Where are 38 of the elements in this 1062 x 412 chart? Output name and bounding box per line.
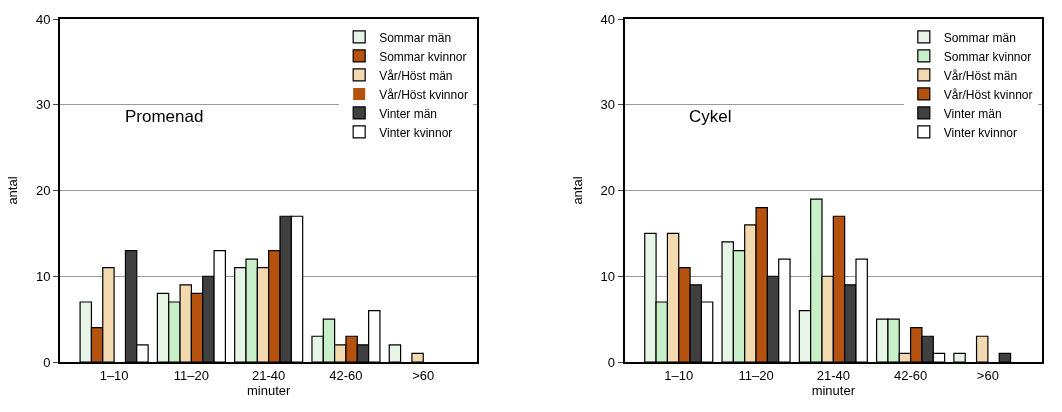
text: Cykel (689, 107, 732, 126)
legend-label: Vår/Höst män (943, 68, 1018, 83)
x-axis-title: minuter (247, 382, 292, 398)
y-tick-label: 40 (600, 11, 616, 27)
y-tick-label: 20 (35, 183, 51, 199)
text: Promenad (125, 107, 204, 126)
x-axis-title: minuter (811, 382, 856, 398)
x-tick-label: 11–20 (738, 367, 774, 383)
y-tick-label: 20 (600, 183, 616, 199)
x-tick-label: 11–20 (173, 367, 209, 383)
legend-label: Sommar kvinnor (379, 49, 467, 64)
legend-label: Vinter kvinnor (379, 125, 453, 140)
y-tick-label: 40 (35, 11, 51, 27)
legend-label: Sommar kvinnor (943, 49, 1032, 64)
legend-label: Vinter män (943, 106, 1002, 121)
y-tick-label: 30 (35, 97, 51, 113)
y-tick-label: 10 (600, 268, 616, 284)
y-axis-title: antal (5, 176, 21, 205)
x-tick-label: 21-40 (816, 367, 850, 383)
legend-label: Vår/Höst kvinnor (943, 87, 1033, 102)
x-tick-label: 42-60 (893, 367, 928, 383)
x-tick-label: 1–10 (99, 367, 129, 383)
legend-label: Vår/Höst kvinnor (379, 87, 468, 102)
y-tick-label: 10 (35, 268, 51, 284)
legend-label: Sommar män (379, 30, 452, 45)
legend-label: Vår/Höst män (379, 68, 453, 83)
y-axis-title: antal (570, 176, 586, 205)
x-tick-label: >60 (412, 367, 435, 383)
x-tick-label: 1–10 (664, 367, 694, 383)
x-tick-label: >60 (976, 367, 999, 383)
x-tick-label: 21-40 (252, 367, 286, 383)
legend-label: Vinter män (379, 106, 437, 121)
y-tick-label: 30 (600, 97, 616, 113)
legend-label: Sommar män (943, 30, 1016, 45)
y-tick-label: 0 (607, 354, 616, 370)
legend-label: Vinter kvinnor (943, 125, 1017, 140)
y-tick-label: 0 (43, 354, 51, 370)
x-tick-label: 42-60 (329, 367, 363, 383)
